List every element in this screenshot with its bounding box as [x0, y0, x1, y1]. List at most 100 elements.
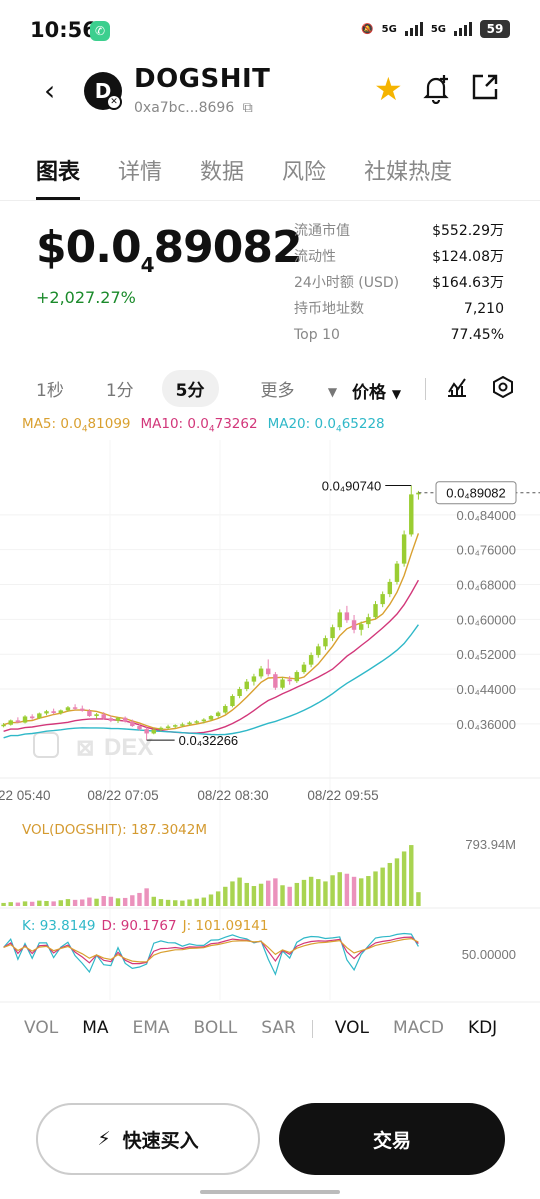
interval-1m[interactable]: 1分	[105, 381, 134, 401]
candle	[1, 724, 6, 727]
volume-bar	[173, 900, 178, 906]
volume-bar	[37, 900, 42, 906]
tab-risk[interactable]: 风险	[282, 160, 327, 185]
volume-bar	[266, 880, 271, 906]
interval-1s[interactable]: 1秒	[36, 381, 64, 401]
copy-icon[interactable]: ⧉	[242, 100, 253, 116]
back-icon[interactable]: ‹	[44, 74, 56, 107]
volume-bar	[351, 876, 357, 906]
kdj-d-line	[3, 937, 419, 963]
volume-bar	[251, 886, 257, 906]
y-tick-label: 0.0₄84000	[456, 508, 516, 523]
x-tick-label: 08/22 09:55	[307, 788, 378, 803]
ma5-line	[3, 533, 420, 731]
tab-details[interactable]: 详情	[118, 160, 163, 185]
candle	[137, 726, 142, 730]
kdj-k-line	[3, 936, 419, 965]
candle	[37, 713, 42, 719]
candle	[165, 726, 171, 728]
tabs-divider	[0, 200, 540, 201]
tab-data[interactable]: 数据	[200, 160, 245, 185]
ind-tab-macd[interactable]: MACD	[392, 1018, 444, 1038]
x-tick-label: 08/22 07:05	[87, 788, 158, 803]
stat-row: 流动性 $124.08万	[294, 249, 504, 265]
volume-bar	[122, 897, 128, 906]
home-indicator	[200, 1190, 340, 1194]
candle	[258, 668, 264, 677]
ind-tab-ema[interactable]: EMA	[132, 1018, 170, 1038]
y-tick-label: 0.0₄60000	[456, 612, 516, 627]
indicator-tabs: VOL MA EMA BOLL SAR VOL MACD KDJ	[24, 1018, 521, 1038]
candle	[215, 712, 221, 717]
candle	[51, 711, 56, 713]
indicator-icon[interactable]	[446, 376, 468, 403]
status-time: 10:56	[30, 18, 97, 42]
token-address[interactable]: 0xa7bc...8696 ⧉	[134, 100, 253, 116]
volume-legend: VOL(DOGSHIT): 187.3042M	[22, 822, 208, 838]
candle	[316, 646, 321, 656]
volume-bar	[237, 877, 242, 906]
price-type-dropdown[interactable]: 价格 ▼	[352, 383, 402, 403]
candle	[237, 689, 242, 696]
volume-bar	[201, 897, 207, 906]
candle	[173, 725, 178, 727]
kdj-j: J: 101.09141	[182, 918, 269, 934]
candle	[323, 638, 328, 647]
ma-legend: MA5: 0.0481099 MA10: 0.0473262 MA20: 0.0…	[22, 416, 385, 435]
volume-bar	[208, 894, 214, 906]
candle	[330, 627, 335, 639]
volume-bar	[165, 899, 171, 906]
volume-bar	[416, 892, 421, 906]
status-icons: 🔕 5G 5G 59	[361, 20, 510, 38]
chain-badge-icon: ✕	[106, 94, 122, 110]
tab-chart[interactable]: 图表	[36, 154, 81, 200]
stat-row: 24小时额 (USD) $164.63万	[294, 275, 504, 291]
candle	[344, 612, 350, 621]
volume-bar	[373, 871, 378, 906]
volume-bar	[294, 882, 300, 906]
volume-bar	[337, 872, 342, 906]
candle	[8, 720, 13, 725]
ind-tab-boll[interactable]: BOLL	[193, 1018, 238, 1038]
volume-bar	[244, 882, 249, 906]
candle	[387, 581, 393, 595]
volume-bar	[1, 902, 6, 906]
volume-bar	[29, 901, 35, 906]
ind-tab-sar[interactable]: SAR	[261, 1018, 296, 1038]
candle	[208, 716, 214, 720]
interval-5m[interactable]: 5分	[161, 370, 219, 407]
candle	[101, 714, 106, 719]
candle	[409, 494, 414, 535]
settings-icon[interactable]	[492, 375, 514, 403]
quick-buy-button[interactable]: ⚡ 快速买入	[36, 1103, 260, 1175]
candle	[115, 717, 121, 721]
candle	[122, 717, 128, 722]
candle	[158, 727, 164, 730]
volume-bar	[94, 898, 99, 906]
volume-bar	[409, 845, 414, 906]
stat-row: Top 10 77.45%	[294, 327, 504, 343]
price-chart[interactable]: 0.0₄84000 0.0₄76000 0.0₄68000 0.0₄60000 0.0₄…	[0, 440, 540, 1010]
volume-bar	[387, 862, 393, 906]
bell-add-icon[interactable]	[420, 72, 452, 111]
stats-panel: 流通市值 $552.29万 流动性 $124.08万 24小时额 (USD) $164…	[294, 218, 504, 348]
ma20-value: MA20: 0.0465228	[267, 416, 385, 435]
ind-tab-kdj[interactable]: KDJ	[467, 1018, 498, 1038]
candle	[65, 707, 71, 711]
volume-bar	[215, 891, 221, 906]
tab-social[interactable]: 社媒热度	[364, 160, 453, 185]
candle	[151, 729, 156, 734]
volume-bar	[180, 900, 185, 906]
candle	[108, 718, 114, 721]
candle	[308, 655, 314, 665]
ind-tab-vol[interactable]: VOL	[24, 1018, 59, 1038]
ind-tab-ma[interactable]: MA	[82, 1018, 109, 1038]
candle	[358, 624, 364, 630]
trade-button[interactable]: 交易	[279, 1103, 505, 1175]
ind-tab-vol-sub[interactable]: VOL	[334, 1018, 369, 1038]
interval-more[interactable]: 更多 ▼	[233, 370, 366, 407]
star-icon[interactable]: ★	[374, 70, 403, 108]
candle	[251, 676, 257, 682]
candle	[380, 594, 385, 605]
share-icon[interactable]	[470, 72, 500, 109]
